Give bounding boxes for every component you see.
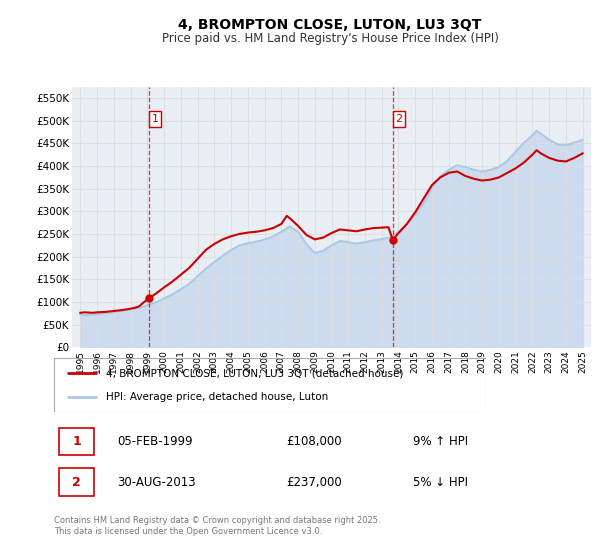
- Text: 1: 1: [152, 114, 158, 124]
- Text: Contains HM Land Registry data © Crown copyright and database right 2025.
This d: Contains HM Land Registry data © Crown c…: [54, 516, 380, 536]
- Text: 30-AUG-2013: 30-AUG-2013: [118, 475, 196, 488]
- Text: 5% ↓ HPI: 5% ↓ HPI: [413, 475, 468, 488]
- Text: 2: 2: [395, 114, 403, 124]
- Text: 9% ↑ HPI: 9% ↑ HPI: [413, 435, 468, 448]
- Text: £237,000: £237,000: [286, 475, 342, 488]
- Text: Price paid vs. HM Land Registry's House Price Index (HPI): Price paid vs. HM Land Registry's House …: [161, 31, 499, 45]
- Bar: [59, 428, 94, 455]
- Text: HPI: Average price, detached house, Luton: HPI: Average price, detached house, Luto…: [106, 391, 328, 402]
- Text: £108,000: £108,000: [286, 435, 342, 448]
- Bar: [59, 468, 94, 496]
- Text: 1: 1: [73, 435, 81, 448]
- Text: 4, BROMPTON CLOSE, LUTON, LU3 3QT: 4, BROMPTON CLOSE, LUTON, LU3 3QT: [178, 18, 482, 32]
- Text: 4, BROMPTON CLOSE, LUTON, LU3 3QT (detached house): 4, BROMPTON CLOSE, LUTON, LU3 3QT (detac…: [106, 368, 403, 379]
- Text: 2: 2: [73, 475, 81, 488]
- Text: 05-FEB-1999: 05-FEB-1999: [118, 435, 193, 448]
